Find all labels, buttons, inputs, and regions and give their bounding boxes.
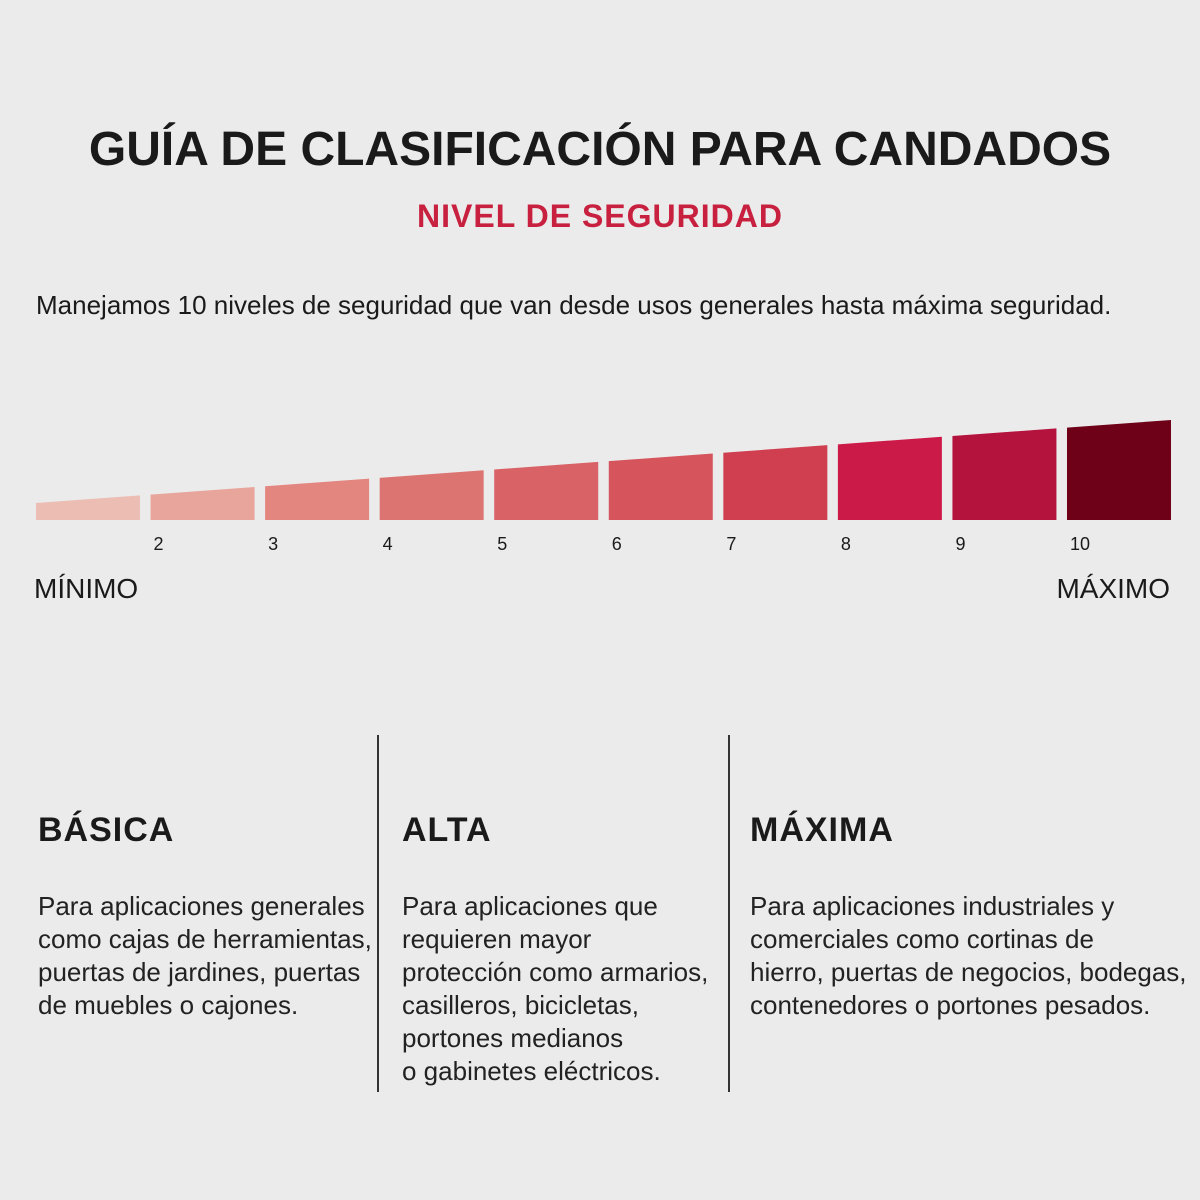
level-bar-10 <box>1067 420 1171 520</box>
category-title: MÁXIMA <box>750 811 894 849</box>
level-label-10: 10 <box>1070 534 1091 554</box>
level-bar-3 <box>265 478 370 520</box>
column-divider <box>377 735 379 1092</box>
level-label-6: 6 <box>611 534 622 554</box>
max-label: MÁXIMO <box>1056 573 1170 604</box>
level-bar-1 <box>36 495 140 520</box>
level-bar-8 <box>837 436 942 520</box>
level-label-7: 7 <box>726 534 737 554</box>
category-description: Para aplicaciones industriales y comerci… <box>750 891 1187 1020</box>
category-basica: BÁSICA Para aplicaciones generales como … <box>38 810 372 1022</box>
intro-text: Manejamos 10 niveles de seguridad que va… <box>36 290 1112 320</box>
security-scale <box>36 420 1171 520</box>
level-bar-9 <box>952 428 1057 520</box>
level-label-2: 2 <box>153 534 164 554</box>
level-label-8: 8 <box>840 534 851 554</box>
level-label-5: 5 <box>497 534 508 554</box>
category-description: Para aplicaciones que requieren mayor pr… <box>402 891 709 1086</box>
level-label-4: 4 <box>382 534 393 554</box>
level-label-3: 3 <box>268 534 279 554</box>
page-title: GUÍA DE CLASIFICACIÓN PARA CANDADOS <box>88 123 1112 176</box>
min-label: MÍNIMO <box>34 573 139 604</box>
category-maxima: MÁXIMA Para aplicaciones industriales y … <box>750 810 1187 1022</box>
level-bar-4 <box>379 470 484 520</box>
category-title: BÁSICA <box>38 811 175 849</box>
level-bar-6 <box>608 453 713 520</box>
category-description: Para aplicaciones generales como cajas d… <box>38 891 372 1020</box>
level-bar-7 <box>723 445 828 520</box>
category-alta: ALTA Para aplicaciones que requieren may… <box>402 810 708 1088</box>
page-subtitle: NIVEL DE SEGURIDAD <box>417 198 783 234</box>
level-bar-2 <box>150 487 255 520</box>
column-divider <box>728 735 730 1092</box>
level-bar-5 <box>494 461 599 520</box>
category-title: ALTA <box>402 811 492 849</box>
level-label-9: 9 <box>955 534 966 554</box>
